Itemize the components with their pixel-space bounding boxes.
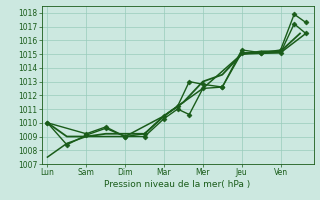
X-axis label: Pression niveau de la mer( hPa ): Pression niveau de la mer( hPa )	[104, 180, 251, 189]
